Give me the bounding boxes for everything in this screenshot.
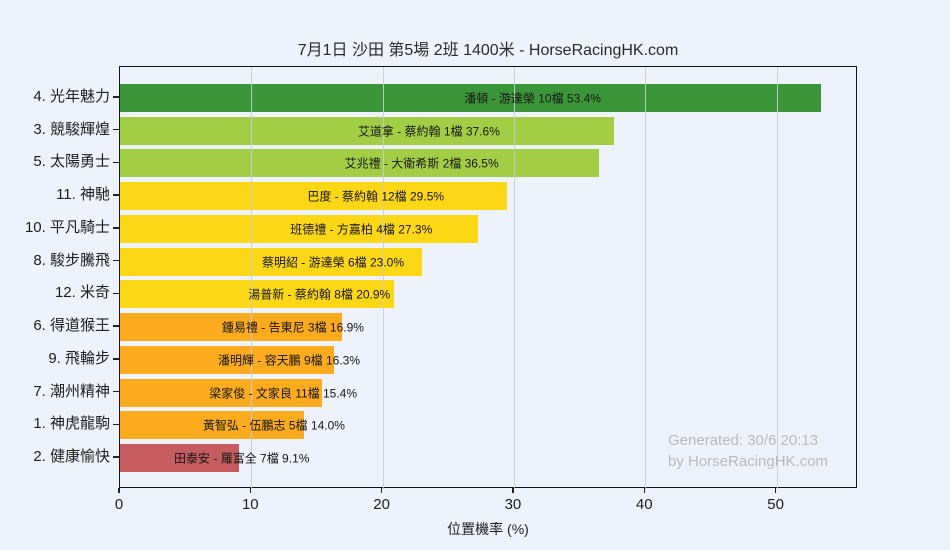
y-tick-label: 12. 米奇 <box>54 284 110 302</box>
bar-label: 鍾易禮 - 告東尼 3檔 16.9% <box>221 320 364 335</box>
x-tick-mark <box>249 488 251 493</box>
y-tick-mark <box>113 423 119 426</box>
y-tick-label: 1. 神虎龍駒 <box>33 415 110 433</box>
bar <box>120 345 335 374</box>
bar <box>120 247 423 276</box>
bar <box>120 411 304 440</box>
bar <box>120 378 323 407</box>
gridline <box>776 67 778 489</box>
x-tick-label: 0 <box>114 496 124 513</box>
bar-label: 巴度 - 蔡約翰 12檔 29.5% <box>307 189 445 204</box>
gridline <box>251 67 253 489</box>
y-tick-label: 7. 潮州精神 <box>33 382 110 400</box>
bar <box>120 149 600 178</box>
bar <box>120 444 240 473</box>
y-tick-mark <box>113 161 119 164</box>
y-tick-mark <box>113 194 119 196</box>
bar-label: 梁家俊 - 文家良 11檔 15.4% <box>209 386 358 401</box>
bar-label: 黃智弘 - 伍鵬志 5檔 14.0% <box>202 418 345 433</box>
watermark-line-2: by HorseRacingHK.com <box>668 453 829 470</box>
bar-label: 班德禮 - 方嘉柏 4檔 27.3% <box>290 222 433 237</box>
bar-label: 蔡明紹 - 游達榮 6檔 23.0% <box>261 255 405 270</box>
x-tick-label: 40 <box>635 496 653 513</box>
bar-label: 潘頓 - 游達榮 10檔 53.4% <box>464 91 601 106</box>
y-tick-label: 2. 健康愉快 <box>33 448 110 466</box>
y-tick-label: 8. 駿步騰飛 <box>33 251 110 269</box>
y-tick-mark <box>113 390 119 393</box>
bar <box>120 280 395 309</box>
y-tick-label: 4. 光年魅力 <box>33 87 110 105</box>
bar-label: 湯普新 - 蔡約翰 8檔 20.9% <box>248 287 391 302</box>
y-tick-mark <box>113 358 119 360</box>
y-tick-mark <box>113 292 119 295</box>
y-tick-label: 9. 飛輪步 <box>48 349 110 367</box>
gridline <box>513 67 515 489</box>
y-tick-mark <box>113 96 119 98</box>
bar-label: 艾道拿 - 蔡約翰 1檔 37.6% <box>357 124 500 139</box>
bar <box>120 313 342 342</box>
y-tick-label: 10. 平凡騎士 <box>24 218 110 236</box>
bar <box>120 116 614 145</box>
bar <box>120 214 479 243</box>
x-tick-label: 20 <box>373 496 390 513</box>
x-tick-mark <box>118 488 120 493</box>
bar <box>120 182 508 211</box>
x-axis-label: 位置機率 (%) <box>447 521 529 537</box>
y-tick-label: 3. 競駿輝煌 <box>33 120 110 138</box>
bar-label: 艾兆禮 - 大衛希斯 2檔 36.5% <box>344 156 499 171</box>
bar <box>120 83 822 112</box>
y-tick-label: 6. 得道猴王 <box>33 317 110 335</box>
y-tick-mark <box>113 259 119 262</box>
gridline <box>382 67 384 489</box>
chart-title: 7月1日 沙田 第5場 2班 1400米 - HorseRacingHK.com <box>297 42 679 59</box>
y-tick-label: 5. 太陽勇士 <box>33 153 110 171</box>
y-axis: 4. 光年魅力 3. 競駿輝煌 5. 太陽勇士 11. 神馳 10. 平凡騎士 8. 駿步… <box>0 66 110 488</box>
watermark: Generated: 30/6 20:13 by HorseRacingHK.c… <box>668 430 828 472</box>
x-tick-mark <box>512 488 514 493</box>
y-tick-mark <box>113 456 119 458</box>
y-tick-label: 11. 神馳 <box>56 186 110 204</box>
bar-label: 田泰安 - 羅富全 7檔 9.1% <box>174 451 310 466</box>
x-tick-mark <box>380 488 383 493</box>
x-tick-label: 10 <box>241 496 259 513</box>
x-tick-mark <box>643 488 645 493</box>
watermark-line-1: Generated: 30/6 20:13 <box>668 432 819 449</box>
y-tick-mark <box>113 325 119 327</box>
x-tick-label: 50 <box>767 496 784 513</box>
x-tick-mark <box>774 488 777 493</box>
y-tick-mark <box>113 227 119 229</box>
gridline <box>645 67 647 489</box>
x-tick-label: 30 <box>504 496 522 513</box>
chart-plot-area: 潘頓 - 游達榮 10檔 53.4% 艾道拿 - 蔡約翰 1檔 37.6% 艾兆禮 … <box>119 66 857 489</box>
bar-label: 潘明輝 - 容天鵬 9檔 16.3% <box>217 353 361 368</box>
y-tick-mark <box>113 128 119 131</box>
